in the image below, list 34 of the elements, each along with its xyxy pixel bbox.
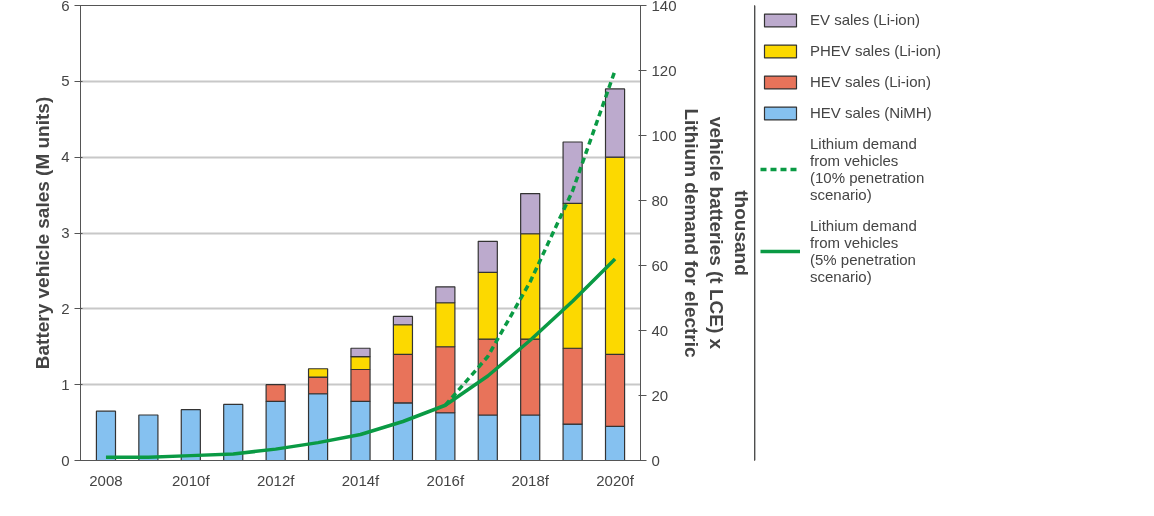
x-tick-label: 2012f — [256, 471, 296, 489]
y2-tick-label: 140 — [651, 0, 677, 14]
y-tick-label: 0 — [61, 451, 70, 469]
x-tick-label: 2016f — [426, 471, 465, 489]
y-tick-label: 3 — [61, 224, 70, 241]
x-tick-label: 2008 — [89, 471, 123, 489]
legend-label: Lithium demand from vehicles (10% penetration scenario) — [810, 135, 925, 203]
x-tick-label: 2010f — [172, 471, 211, 489]
legend-label: HEV sales (NiMH) — [810, 104, 932, 121]
y2-tick-label: 80 — [651, 191, 669, 209]
bar — [95, 410, 117, 461]
y2-tick-label: 0 — [651, 451, 660, 469]
y2-axis-title: Lithium demand for electric vehicle batteries (t LCE) x thousand — [680, 108, 752, 359]
y2-tick-label: 100 — [651, 126, 677, 144]
x-tick-label: 2020f — [596, 471, 635, 489]
y-tick-label: 5 — [61, 72, 70, 90]
bar — [138, 414, 159, 461]
y2-tick-label: 20 — [651, 386, 669, 404]
y-tick-label: 2 — [61, 299, 70, 317]
bar — [223, 403, 244, 461]
y-tick-label: 1 — [61, 375, 70, 393]
y2-tick-label: 120 — [651, 61, 677, 79]
y2-tick-label: 40 — [651, 321, 669, 339]
legend-label: Lithium demand from vehicles (5% penetration scenario) — [810, 217, 917, 285]
legend-label: EV sales (Li-ion) — [810, 11, 921, 28]
y-axis-title: Battery vehicle sales (M units) — [32, 96, 54, 370]
x-tick-label: 2018f — [511, 471, 550, 489]
bar — [180, 409, 201, 461]
x-tick-label: 2014f — [341, 471, 381, 489]
legend-label: PHEV sales (Li-ion) — [810, 42, 941, 59]
y2-tick-label: 60 — [651, 256, 669, 274]
y-tick-label: 6 — [61, 0, 70, 14]
y-tick-label: 4 — [61, 148, 70, 166]
legend-label: HEV sales (Li-ion) — [810, 73, 931, 90]
